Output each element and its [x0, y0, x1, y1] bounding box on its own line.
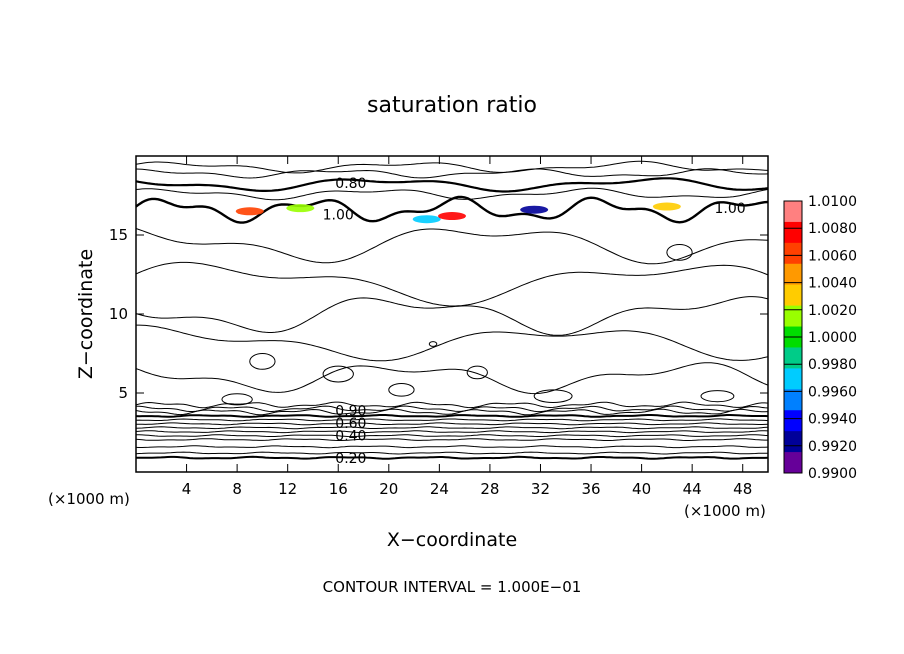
contour-line: [136, 422, 769, 426]
contour-label: 0.60: [335, 416, 366, 432]
colorbar-label: 1.0100: [808, 194, 857, 210]
colorbar-label: 1.0060: [808, 248, 857, 264]
x-unit-left: (×1000 m): [48, 490, 130, 508]
colorbar-label: 1.0080: [808, 221, 857, 237]
contour-line: [136, 324, 769, 362]
x-tick-label: 8: [232, 480, 242, 498]
colorbar-swatch: [784, 410, 802, 432]
contour-line: [136, 434, 769, 438]
contour-line: [135, 160, 769, 174]
chart-title: saturation ratio: [367, 93, 537, 118]
y-tick-label: 10: [109, 305, 128, 323]
contour-line: [135, 414, 769, 418]
contour-label: 0.90: [335, 403, 366, 419]
contour-line: [136, 405, 769, 413]
contour-labels: 0.80 1.00 1.00 0.900.600.40 0.20: [323, 176, 746, 467]
y-ticks: 5 10 15: [109, 226, 768, 402]
x-tick-label: 40: [632, 480, 651, 498]
contour-line-100: [135, 195, 769, 224]
colorbar-swatch: [784, 263, 802, 286]
color-fill-patch: [520, 205, 549, 214]
closed-contour: [666, 243, 693, 261]
closed-contour: [221, 393, 253, 406]
color-fill-patch: [235, 207, 264, 216]
contour-line: [135, 401, 769, 409]
x-tick-label: 44: [683, 480, 702, 498]
contour-line: [135, 430, 769, 434]
color-fill-patch: [412, 215, 441, 224]
x-unit-right: (×1000 m): [684, 502, 766, 520]
contour-line: [135, 228, 769, 265]
plot-area: 0.801.00 1.000.900.600.400.20 4 8 12 16 20 24 2…: [109, 155, 769, 498]
x-tick-label: 36: [581, 480, 600, 498]
closed-contour: [700, 390, 735, 403]
contour-interval-note: CONTOUR INTERVAL = 1.000E−01: [323, 578, 582, 596]
colorbar-swatch: [784, 284, 802, 307]
x-tick-label: 4: [182, 480, 192, 498]
colorbar: 1.0100 1.0080 1.0060 1.0040 1.0020 1.0000 0.99…: [783, 194, 857, 482]
contour-line: [135, 451, 769, 455]
y-axis-label: Z−coordinate: [75, 249, 97, 379]
contour-line: [135, 445, 769, 449]
color-fill-patch: [438, 212, 466, 221]
y-tick-label: 5: [118, 384, 128, 402]
x-tick-label: 20: [379, 480, 398, 498]
x-tick-label: 28: [480, 480, 499, 498]
contour-line-080: [135, 177, 769, 193]
contour-line: [135, 426, 769, 430]
colorbar-swatch: [784, 347, 802, 369]
contour-line: [135, 408, 769, 416]
contour-line: [135, 296, 769, 336]
closed-contour: [466, 365, 488, 380]
contour-label: 1.00: [714, 201, 745, 217]
y-tick-label: 15: [109, 226, 128, 244]
closed-contour: [322, 365, 354, 383]
contour-line: [135, 418, 769, 422]
colorbar-swatch: [784, 389, 802, 411]
colorbar-label: 0.9920: [808, 439, 857, 455]
colorbar-swatch: [784, 201, 802, 223]
closed-contour: [249, 353, 276, 370]
colorbar-label: 1.0020: [808, 303, 857, 319]
colorbar-label: 1.0000: [808, 330, 857, 346]
closed-contour: [388, 383, 415, 397]
colorbar-label: 0.9900: [808, 466, 857, 482]
color-fill-patch: [652, 202, 681, 211]
contour-label: 0.80: [335, 176, 366, 192]
contour-line: [135, 438, 768, 441]
closed-contour: [428, 341, 438, 347]
colorbar-swatch: [784, 452, 802, 474]
color-fill-patch: [286, 204, 315, 213]
colorbar-swatch: [784, 242, 802, 265]
saturation-color-fills: [235, 202, 681, 224]
x-tick-label: 16: [329, 480, 348, 498]
contour-lines: [135, 160, 769, 460]
closed-contour: [533, 389, 573, 403]
colorbar-label: 0.9960: [808, 384, 857, 400]
x-tick-label: 48: [733, 480, 752, 498]
contour-line: [135, 168, 769, 179]
colorbar-label: 1.0040: [808, 276, 857, 292]
contour-label: 0.20: [335, 451, 366, 467]
colorbar-swatch: [784, 221, 802, 244]
colorbar-label: 0.9940: [808, 412, 857, 428]
contour-line: [135, 455, 769, 460]
colorbar-swatch: [784, 368, 802, 390]
contour-line: [135, 261, 769, 307]
colorbar-swatch: [784, 431, 802, 453]
x-ticks: 4 8 12 16 20 24 28 32 36 40 44 48: [182, 156, 752, 498]
contour-label: 1.00: [323, 207, 354, 223]
contour-line: [135, 362, 769, 395]
contour-label: 0.40: [335, 429, 366, 445]
x-axis-label: X−coordinate: [387, 529, 517, 551]
x-tick-label: 12: [278, 480, 297, 498]
x-tick-label: 32: [531, 480, 550, 498]
colorbar-swatch: [784, 305, 802, 328]
x-tick-label: 24: [430, 480, 449, 498]
colorbar-label: 0.9980: [808, 357, 857, 373]
